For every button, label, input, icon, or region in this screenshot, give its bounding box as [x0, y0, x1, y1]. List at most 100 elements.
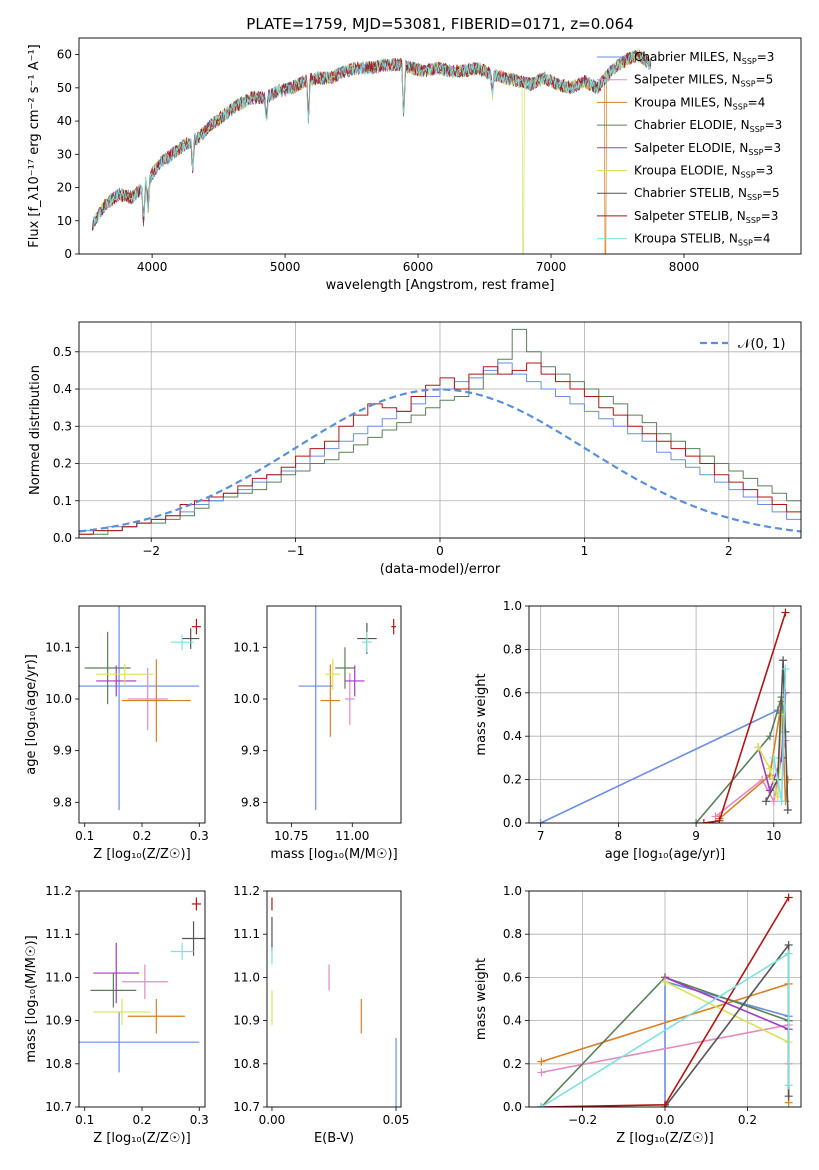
x-tick-label: 0.00: [259, 1113, 286, 1127]
x-tick-label: 11.00: [335, 829, 369, 843]
x-tick-label: 0.2: [132, 1113, 151, 1127]
normal-curve-line: [79, 388, 801, 533]
x-tick-label: 9: [692, 829, 700, 843]
axes-frame: [78, 321, 802, 539]
x-axis-label: Z [log₁₀(Z/Z☉)]: [93, 1131, 190, 1146]
data-point-marker: [784, 1092, 793, 1101]
data-point-marker: [777, 797, 786, 806]
y-tick-label: 9.8: [241, 795, 260, 809]
x-tick-label: 0.1: [75, 829, 94, 843]
x-axis-label: mass [log₁₀(M/M☉)]: [270, 847, 397, 862]
x-tick-label: 0: [436, 544, 444, 558]
y-tick-label: 0.4: [503, 1014, 522, 1028]
y-tick-label: 10.7: [233, 1100, 260, 1114]
x-tick-label: 0.2: [738, 1113, 757, 1127]
y-tick-label: 11.0: [233, 970, 260, 984]
spectrum-series-line: [92, 51, 651, 230]
x-tick-label: 0.05: [383, 1113, 410, 1127]
y-tick-label: 10.9: [45, 1014, 72, 1028]
y-axis-label: Normed distribution: [28, 365, 43, 495]
y-tick-label: 9.8: [53, 795, 72, 809]
data-point-marker: [784, 941, 793, 949]
y-tick-label: 11.2: [233, 884, 260, 898]
legend-entry-label: 𝒩(0, 1): [738, 337, 785, 352]
legend: 𝒩(0, 1): [700, 337, 785, 352]
data-point-marker: [537, 1057, 546, 1066]
y-axis-label: mass [log₁₀(M/M☉)]: [24, 935, 39, 1062]
x-tick-label: 10.75: [274, 829, 308, 843]
spectrum-series-line: [91, 50, 652, 231]
y-tick-label: 0.8: [503, 927, 522, 941]
data-point-marker: [765, 732, 774, 741]
data-point-marker: [765, 764, 774, 773]
x-axis-label: (data-model)/error: [380, 562, 501, 577]
y-tick-label: 0.6: [503, 970, 522, 984]
x-tick-label: 0.2: [132, 829, 151, 843]
y-tick-label: 10.9: [233, 1014, 260, 1028]
mass-weight-series-line: [757, 714, 783, 798]
y-tick-label: 10.0: [45, 692, 72, 706]
y-tick-label: 0: [64, 247, 72, 261]
legend-entry-label: Kroupa ELODIE, NSSP=3: [634, 164, 773, 180]
panel-age_vs_mass: 10.75 11.00 9.8 9.9 10.0 10.1 mass [log₁₀(M/M☉…: [233, 605, 402, 862]
x-tick-label: −0.2: [568, 1113, 597, 1127]
x-tick-label: 1: [581, 544, 589, 558]
spectrum-series-line: [91, 50, 651, 231]
panel-residuals: −2 −1 0 1 2 0.0 0.1 0.2 0.3 0.4 0.5 (data-model)/er…: [28, 321, 802, 577]
y-tick-label: 11.1: [233, 927, 260, 941]
plot-area: [79, 328, 801, 535]
axes-frame: [78, 605, 206, 824]
y-axis-label: mass weight: [474, 958, 489, 1040]
plot-area: [79, 606, 201, 811]
data-point-marker: [754, 743, 763, 752]
legend-entry-label: Chabrier MILES, NSSP=3: [634, 50, 774, 66]
panel-mass_weight_vs_Z: −0.2 0.0 0.2 0.0 0.2 0.4 0.6 0.8 1.0 Z [log₁₀(Z/Z…: [474, 884, 802, 1146]
legend-entry-label: Chabrier ELODIE, NSSP=3: [634, 118, 782, 134]
y-tick-label: 60: [57, 48, 72, 62]
axes-frame: [528, 890, 802, 1108]
y-tick-label: 0.3: [53, 419, 72, 433]
data-point-marker: [692, 819, 701, 823]
y-tick-label: 30: [57, 147, 72, 161]
y-tick-label: 20: [57, 181, 72, 195]
x-tick-label: 7: [537, 829, 545, 843]
x-tick-label: 0.1: [75, 1113, 94, 1127]
x-tick-label: 4000: [137, 260, 168, 274]
mass-weight-series-line: [664, 976, 789, 1030]
spectrum-series-line: [92, 50, 651, 230]
data-point-marker: [661, 1100, 669, 1107]
axes-frame: [78, 890, 206, 1108]
data-point-marker: [784, 1081, 793, 1090]
mass-weight-series-line: [765, 659, 789, 811]
data-point-marker: [783, 775, 792, 784]
x-tick-label: 2: [725, 544, 733, 558]
y-tick-label: 0.4: [53, 382, 72, 396]
panel-age_vs_Z: 0.1 0.2 0.3 9.8 9.9 10.0 10.1 Z [log₁₀(Z/Z☉)] ag…: [24, 605, 209, 862]
panel-mass_weight_vs_age: 7 8 9 10 0.0 0.2 0.4 0.6 0.8 1.0 age [log₁₀(age/yr…: [474, 599, 802, 862]
y-tick-label: 9.9: [241, 744, 260, 758]
panel-mass_vs_Z: 0.1 0.2 0.3 10.7 10.8 10.9 11.0 11.1 11.2 Z [log₁…: [24, 884, 209, 1146]
plot-area: [298, 606, 397, 811]
y-axis-label: Flux [f_λ10⁻¹⁷ erg cm⁻² s⁻¹ A⁻¹]: [27, 44, 42, 248]
x-tick-label: −2: [142, 544, 160, 558]
spectrum-series-line: [93, 50, 651, 229]
x-tick-label: 6000: [403, 260, 434, 274]
y-tick-label: 40: [57, 114, 72, 128]
legend-entry-label: Salpeter ELODIE, NSSP=3: [634, 141, 781, 157]
data-point-marker: [537, 1103, 546, 1107]
data-point-marker: [537, 1068, 546, 1077]
data-point-marker: [779, 656, 788, 665]
x-axis-label: E(B-V): [314, 1131, 354, 1146]
y-tick-label: 0.6: [503, 686, 522, 700]
y-tick-label: 10.1: [45, 640, 72, 654]
data-point-marker: [762, 797, 771, 806]
y-tick-label: 10.7: [45, 1100, 72, 1114]
data-point-marker: [769, 753, 778, 762]
x-tick-label: 8000: [669, 260, 700, 274]
y-tick-label: 0.1: [53, 494, 72, 508]
spectrum-series-line: [91, 50, 652, 231]
figure-title: PLATE=1759, MJD=53081, FIBERID=0171, z=0…: [246, 15, 633, 33]
y-tick-label: 50: [57, 81, 72, 95]
legend-entry-label: Kroupa MILES, NSSP=4: [634, 95, 765, 111]
legend-entry-label: Salpeter MILES, NSSP=5: [634, 73, 773, 89]
